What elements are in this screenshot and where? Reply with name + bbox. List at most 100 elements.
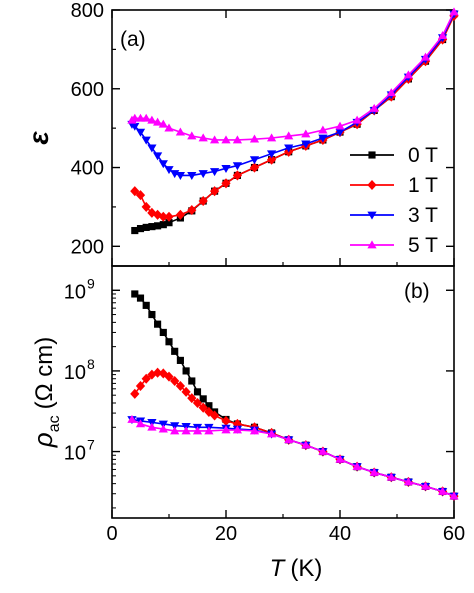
panel-a-data-point xyxy=(249,162,260,173)
panel-b-data-point xyxy=(147,369,157,380)
panel-a-data-point xyxy=(221,135,231,144)
panel-a-data-point xyxy=(437,30,448,39)
panel-b-data-point xyxy=(192,426,203,435)
panel-b-data-point xyxy=(170,422,180,431)
panel-a-data-point xyxy=(147,144,157,153)
panel-a-data-point xyxy=(266,150,277,159)
panel-a-data-point xyxy=(130,122,140,131)
panel-a-tag: (a) xyxy=(120,28,146,51)
panel-a-data-point xyxy=(154,222,162,230)
panel-a-data-point xyxy=(141,113,151,122)
panel-b-data-point xyxy=(352,462,362,471)
panel-b-data-point xyxy=(147,422,157,431)
panel-a-ytick-label: 400 xyxy=(71,158,104,180)
panel-b-data-point xyxy=(209,410,220,421)
panel-b-data-point xyxy=(205,402,213,410)
panel-b-data-point xyxy=(131,290,139,298)
panel-b-data-point xyxy=(142,301,150,309)
panel-a-data-point xyxy=(232,135,243,144)
panel-b-data-point xyxy=(318,446,328,455)
panel-b-data-point xyxy=(420,481,431,490)
panel-b-data-point xyxy=(192,397,203,409)
panel-a-ticks: 200 400 600 800 xyxy=(71,0,455,266)
panel-b-data-point xyxy=(170,375,180,387)
panel-a-series-line xyxy=(134,15,455,218)
panel-a-data-point xyxy=(221,178,231,189)
panel-a-data-point xyxy=(159,221,167,229)
panel-b-data-point xyxy=(159,328,167,337)
panel-a-data-point xyxy=(209,186,220,197)
panel-b-data-point xyxy=(284,435,294,444)
panel-b-data-point xyxy=(386,472,396,481)
panel-b-ytick-exponent: 9 xyxy=(87,275,95,291)
panel-b-data-point xyxy=(301,440,311,449)
x-tick-label: 0 xyxy=(106,523,117,545)
panel-b-data-point xyxy=(204,426,214,435)
panel-a-data-point xyxy=(164,166,174,175)
panel-a-data-point xyxy=(142,223,150,231)
panel-b-ticks: 10 710 810 90 20 40 60 xyxy=(64,265,465,545)
panel-a-data-point xyxy=(148,223,156,231)
panel-a-data-point xyxy=(403,70,414,79)
panel-a-series-0 xyxy=(131,10,458,235)
panel-b-ytick-label: 10 xyxy=(64,443,86,465)
x-axis-unit: (K) xyxy=(290,555,322,582)
panel-b-series-line xyxy=(134,293,455,497)
panel-b-data-point xyxy=(176,356,184,364)
panel-b-data-point xyxy=(135,380,146,392)
panel-a-series-line xyxy=(134,13,455,232)
panel-a-data-point xyxy=(187,131,197,140)
panel-b-data-point xyxy=(171,347,179,355)
legend-entry: 3 T xyxy=(350,204,438,227)
panel-a-data-point xyxy=(284,144,294,153)
panel-a-data-point xyxy=(175,127,186,136)
legend-marker xyxy=(368,151,376,159)
panel-a-data-point xyxy=(221,164,231,173)
panel-a-data-point xyxy=(209,135,220,144)
panel-a-ylabel: ε xyxy=(23,131,54,145)
legend-marker xyxy=(367,179,377,191)
panel-a-series xyxy=(127,7,459,235)
panel-a-data-point xyxy=(147,115,157,124)
legend: 0 T 1 T 3 T 5 T xyxy=(350,144,438,257)
panel-b-data-point xyxy=(158,424,168,433)
panel-a-data-point xyxy=(266,154,277,165)
legend-marker xyxy=(367,211,377,220)
panel-b-data-point xyxy=(181,426,191,435)
panel-b-data-point xyxy=(221,425,231,434)
panel-b-series-0 xyxy=(131,290,458,500)
panel-a-data-point xyxy=(318,125,328,134)
panel-a-data-point xyxy=(352,115,362,124)
panel-b-data-point xyxy=(249,426,260,435)
panel-a-data-point xyxy=(232,170,243,181)
panel-a-data-point xyxy=(175,172,186,181)
panel-a-data-point xyxy=(141,136,151,145)
panel-a-data-point xyxy=(152,152,163,161)
panel-a-data-point xyxy=(158,119,168,128)
panel-b-ytick-exponent: 8 xyxy=(87,356,95,372)
panel-b-tag: (b) xyxy=(404,280,430,303)
panel-b-data-point xyxy=(164,371,174,382)
panel-a-data-point xyxy=(152,117,163,126)
panel-a-ytick-label: 200 xyxy=(71,236,104,258)
panel-a-data-point xyxy=(135,128,146,137)
x-tick-label: 60 xyxy=(443,523,465,545)
panel-a-data-point xyxy=(198,195,208,207)
rho-unit: (Ω cm) xyxy=(31,337,58,410)
panel-a-data-point xyxy=(198,170,208,179)
panel-b-data-point xyxy=(335,454,345,463)
panel-a-data-point xyxy=(187,172,197,181)
panel-b-series-2 xyxy=(127,416,459,501)
panel-b-data-point xyxy=(152,367,163,378)
rho-subscript: ac xyxy=(46,415,63,432)
panel-b-data-point xyxy=(188,377,196,385)
panel-a-data-point xyxy=(266,133,277,142)
panel-a-series-line xyxy=(131,13,455,177)
panel-b-data-point xyxy=(127,414,137,423)
panel-a-data-point xyxy=(335,128,345,137)
panel-a-data-point xyxy=(158,160,168,169)
legend-label: 0 T xyxy=(408,144,438,167)
panel-b-data-point xyxy=(170,426,180,435)
panel-a-data-point xyxy=(131,226,139,235)
